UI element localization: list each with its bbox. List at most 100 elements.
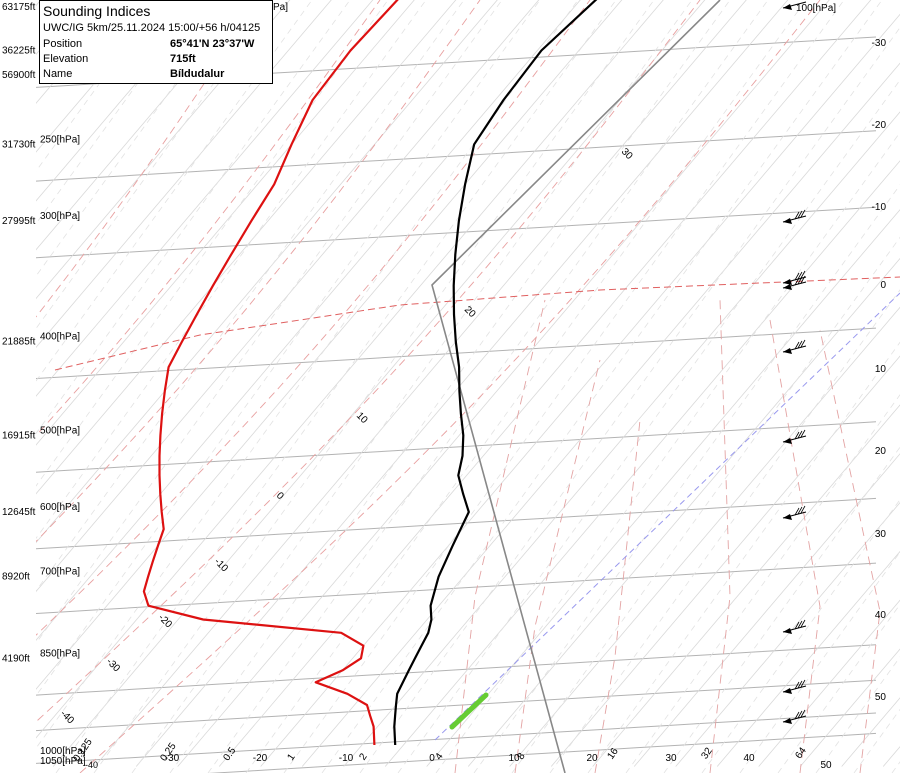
mixing-ratio-label: 2 [357, 751, 369, 762]
temperature-line [393, 0, 598, 746]
info-value: 715ft [170, 53, 196, 65]
altitude-label: 21885ft [2, 337, 36, 348]
pressure-label: 400[hPa] [40, 332, 80, 343]
isobar-line [207, 732, 877, 773]
adiabat-line [36, 0, 313, 382]
adiabat-line [473, 184, 900, 773]
adiabat-line [207, 0, 769, 773]
wind-barbs [782, 1, 807, 724]
bottom-axis-label: 50 [820, 760, 832, 771]
isotherm-label: -40 [58, 708, 76, 726]
altitude-label: 4190ft [2, 653, 30, 664]
info-row-position: Position 65°41'N 23°37'W [43, 38, 254, 50]
isobar-line [36, 497, 877, 550]
isobar-line [36, 206, 877, 259]
isotherm-line [384, 160, 900, 767]
isotherm-label: 0 [274, 490, 286, 502]
isotherm-line [135, 0, 789, 767]
isotherm-label: 10 [354, 410, 370, 426]
pressure-label: 500[hPa] [40, 425, 80, 436]
adiabat-line [815, 656, 900, 773]
zero-isotherm-line [54, 276, 900, 371]
wind-barb-icon [782, 270, 807, 285]
wind-barb-icon [782, 209, 807, 224]
adiabat-line [283, 0, 845, 773]
adiabat-line [36, 0, 275, 330]
adiabat-line [397, 79, 900, 773]
moist-adiabat-line [36, 0, 481, 543]
isopleth-line [709, 299, 731, 773]
right-axis-label: 20 [875, 446, 887, 457]
bottom-axis-label: 40 [743, 753, 755, 764]
isotherm-line [550, 355, 900, 767]
adiabat-line [36, 0, 389, 487]
isotherm-line [509, 306, 900, 767]
isotherm-line [841, 697, 900, 767]
isobar-line [36, 712, 877, 764]
info-label: Name [43, 68, 73, 80]
wind-barb-icon [782, 339, 807, 354]
isotherm-label: -30 [104, 656, 122, 674]
right-axis-label: 30 [875, 529, 887, 540]
isotherm-line [36, 0, 332, 348]
bottom-axis-label: 20 [586, 753, 598, 764]
info-subtitle: UWC/IG 5km/25.11.2024 15:00/+56 h/04125 [43, 22, 261, 34]
pressure-label: 300[hPa] [40, 211, 80, 222]
pressure-label: 700[hPa] [40, 567, 80, 578]
altitude-label: 27995ft [2, 216, 36, 227]
pressure-label: 1050[hPa] [40, 756, 86, 767]
right-axis-label: 10 [875, 364, 887, 375]
isopleth-line [769, 319, 821, 773]
moist-adiabat-line [36, 0, 381, 437]
adiabat-line [169, 0, 731, 773]
pressure-label: 850[hPa] [40, 648, 80, 659]
pressure-label: 100[hPa] [796, 3, 836, 14]
isotherm-line [426, 209, 900, 767]
info-label: Position [43, 38, 83, 50]
isotherm-line [260, 13, 900, 767]
adiabat-line [36, 0, 237, 277]
adiabat-line [511, 236, 900, 773]
bottom-axis-label: 10 [508, 753, 520, 764]
parcel-line [431, 0, 721, 773]
isotherm-line [177, 0, 830, 767]
adiabat-line [36, 0, 427, 540]
mixing-ratio-label: 4 [433, 751, 445, 762]
mixing-ratio-label: 8 [515, 751, 527, 762]
pressure-label: Pa] [273, 2, 288, 13]
isobar-line [36, 644, 877, 696]
wind-barb-icon [782, 709, 807, 724]
series-lines [142, 0, 721, 773]
isotherm-line [0, 0, 220, 766]
right-axis-label: -10 [872, 202, 887, 213]
info-row-elevation: Elevation 715ft [43, 53, 196, 65]
sounding-info-box: Sounding Indices UWC/IG 5km/25.11.2024 1… [39, 0, 273, 84]
wind-barb-icon [782, 1, 807, 10]
altitude-label: 56900ft [2, 70, 36, 81]
isotherm-line [467, 257, 900, 767]
info-row-name: Name Bíldudalur [43, 68, 224, 80]
isobar-line [36, 679, 877, 732]
lcl-line [434, 292, 900, 741]
right-axis-label: -30 [872, 38, 887, 49]
right-axis-label: 40 [875, 610, 887, 621]
adiabat-line [36, 0, 503, 644]
isobar-line [36, 421, 877, 473]
isotherm-line [36, 0, 457, 495]
wind-barb-icon [782, 679, 807, 694]
surface-layer [449, 692, 489, 730]
moist-adiabat-line [36, 0, 261, 318]
isotherm-line [52, 0, 706, 767]
adiabat-line [55, 0, 617, 773]
isobar-line [36, 327, 877, 379]
info-value: 65°41'N 23°37'W [170, 38, 255, 50]
altitude-label: 63175ft [2, 2, 36, 13]
mixing-ratio-label: 1 [285, 752, 297, 763]
isotherm-line [36, 0, 664, 739]
moist-adiabat-line [79, 0, 821, 773]
axis-labels: 50040ft100[hPa]42000ft150[hPa]36225ft200… [2, 2, 887, 771]
isopleth-line [819, 329, 881, 773]
